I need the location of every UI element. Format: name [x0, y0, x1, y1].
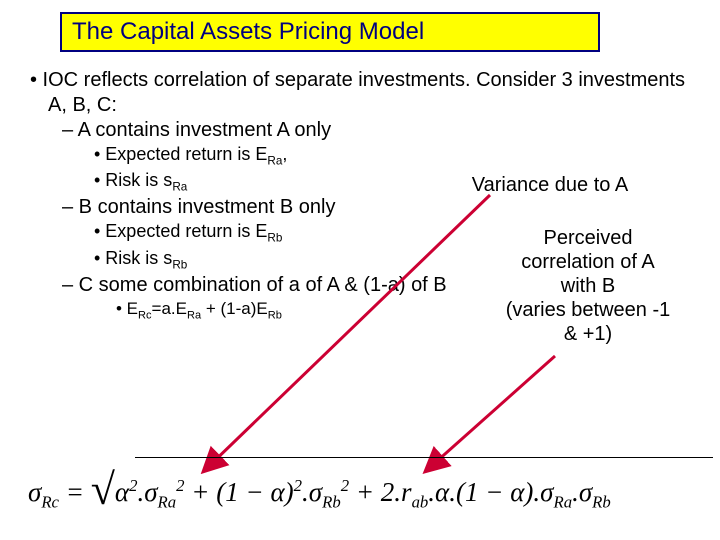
bullet-l2-a-text: – A contains investment A only	[62, 119, 331, 141]
f-sub-ab: ab	[412, 492, 429, 511]
f-alpha4: α	[510, 477, 524, 507]
formula-sigma-rc: σRc = √α2.σRa2 + (1 − α)2.σRb2 + 2.rab.α…	[28, 461, 611, 512]
bullet-l3-b1-pre: • Expected return is E	[94, 221, 267, 241]
f-eq: =	[59, 477, 91, 507]
note-perceived-corr: Perceived correlation of A with B (varie…	[463, 226, 713, 346]
f-r: r	[401, 477, 412, 507]
bullet-l4c-mid2: + (1-a)E	[201, 299, 268, 318]
bullet-l1-text: • IOC reflects correlation of separate i…	[30, 69, 685, 116]
f-sub-rb: Rb	[322, 492, 341, 511]
note-perc-l5: & +1)	[463, 322, 713, 346]
bullet-l1: • IOC reflects correlation of separate i…	[30, 68, 690, 118]
note-perc-l2: correlation of A	[463, 250, 713, 274]
note-variance-a-text: Variance due to A	[472, 174, 628, 196]
bullet-l3-a1-post: ,	[282, 144, 287, 164]
note-perc-l3: with B	[463, 274, 713, 298]
arrow-perceived-corr	[427, 356, 555, 470]
f-plus2: +	[349, 477, 381, 507]
bullet-l3-a2-pre: • Risk is s	[94, 170, 172, 190]
bullet-l4c-sub2: Ra	[187, 309, 201, 321]
bullet-l2-b-text: – B contains investment B only	[62, 196, 335, 218]
f-alpha1: α	[115, 477, 129, 507]
bullet-l2-c-text: – C some combination of a of A & (1-a) o…	[62, 274, 447, 296]
note-perc-l1: Perceived	[463, 226, 713, 250]
f-dot4: .	[449, 477, 456, 507]
bullet-l2-b: – B contains investment B only	[62, 195, 690, 220]
f-sub-ra: Ra	[158, 492, 177, 511]
f-sub-rc: Rc	[41, 492, 59, 511]
bullet-l4c-sub3: Rb	[268, 309, 282, 321]
f-lp1: (	[216, 477, 225, 507]
bullet-l3-b2-sub: Rb	[172, 258, 187, 271]
title-text: The Capital Assets Pricing Model	[72, 18, 424, 45]
f-lp2: (	[456, 477, 465, 507]
f-sigma1: σ	[28, 477, 41, 507]
f-radical: √	[91, 465, 115, 514]
bullet-l4c-sub1: Rc	[138, 309, 152, 321]
bullet-l4c-pre: • E	[116, 299, 138, 318]
f-alpha3: α	[435, 477, 449, 507]
f-plus1: +	[184, 477, 216, 507]
f-two: 2.	[381, 477, 401, 507]
f-dot2: .	[302, 477, 309, 507]
bullet-l3-a2-sub: Ra	[172, 181, 187, 194]
bullet-l4c-mid1: =a.E	[152, 299, 187, 318]
f-dot6: .	[572, 477, 579, 507]
f-sigma4: σ	[540, 477, 553, 507]
bullet-l3-a1-sub: Ra	[267, 155, 282, 168]
bullet-l3-b1-sub: Rb	[267, 232, 282, 245]
slide: The Capital Assets Pricing Model • IOC r…	[0, 0, 720, 540]
bullet-l3-b2-pre: • Risk is s	[94, 248, 172, 268]
slide-title: The Capital Assets Pricing Model	[60, 12, 600, 52]
f-rp1: )	[285, 477, 294, 507]
f-1ma2: 1 −	[465, 477, 510, 507]
sqrt-overline	[135, 457, 713, 458]
bullet-l3-a1: • Expected return is ERa,	[94, 143, 690, 169]
note-perc-l4: (varies between -1	[463, 298, 713, 322]
bullet-l3-a1-pre: • Expected return is E	[94, 144, 267, 164]
f-sq3: 2	[294, 476, 302, 495]
f-sigma3: σ	[309, 477, 322, 507]
f-sq4: 2	[341, 476, 349, 495]
f-sigma2: σ	[144, 477, 157, 507]
f-sub-ra2: Ra	[553, 492, 572, 511]
f-sub-rb2: Rb	[592, 492, 611, 511]
note-variance-a: Variance due to A	[420, 173, 680, 197]
bullet-l2-a: – A contains investment A only	[62, 118, 690, 143]
f-sigma5: σ	[579, 477, 592, 507]
f-alpha2: α	[270, 477, 284, 507]
f-1ma1: 1 −	[225, 477, 270, 507]
